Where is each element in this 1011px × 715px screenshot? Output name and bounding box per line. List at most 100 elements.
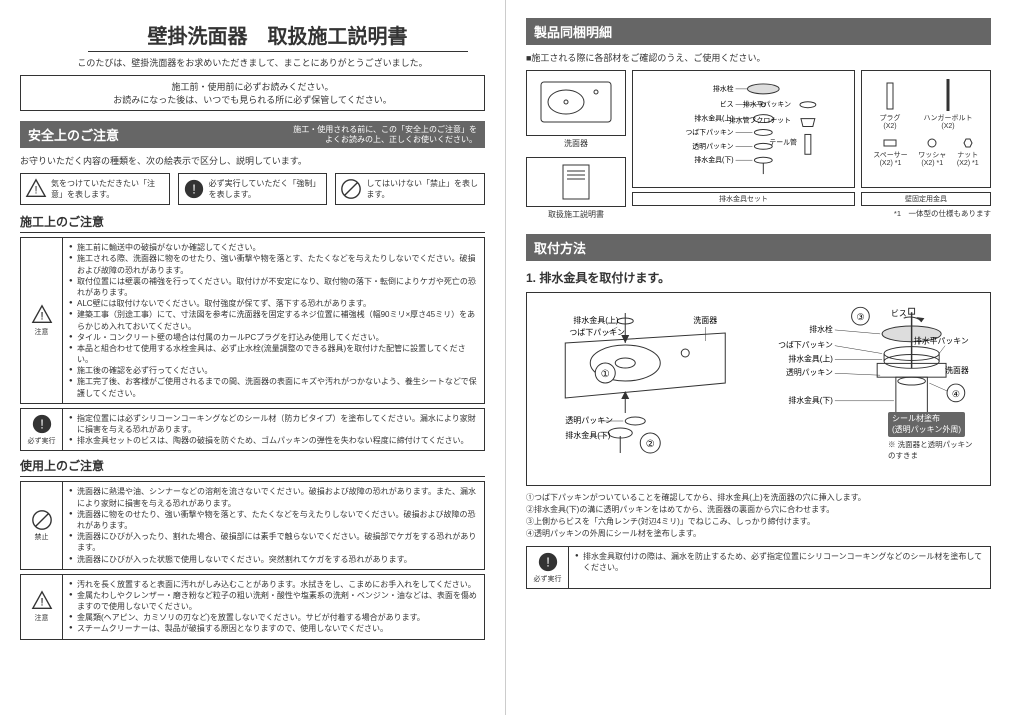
list-item: 金属たわしやクレンザー・磨き粉など粒子の粗い洗剤・酸性や塩素系の洗剤・ベンジン・… <box>69 590 478 612</box>
spacer-part: スペーサー (X2) *1 <box>873 138 907 167</box>
svg-text:排水管フクロナット: 排水管フクロナット <box>729 116 791 125</box>
svg-text:排水平パッキン: 排水平パッキン <box>743 100 791 109</box>
basin-box <box>526 70 626 136</box>
mandatory-label: 必ず実行 <box>534 574 562 584</box>
mandatory-icon-cell: ! 必ず実行 <box>527 547 569 588</box>
mandatory-circle-icon: ! <box>31 413 53 435</box>
manual-icon <box>561 163 591 201</box>
mandatory-symbol-text: 必ず実行していただく「強制」を表します。 <box>209 178 323 200</box>
diagram-left: 洗面器 排水金具(上) つば下パッキン ① 透明パッキン 排水金具(下) <box>537 303 754 475</box>
seal-label: シール材塗布 (透明パッキン外周) <box>888 412 965 437</box>
prohibit-circle-icon <box>31 509 53 531</box>
plug-icon <box>884 81 896 111</box>
svg-text:排水金具(上): 排水金具(上) <box>788 353 833 363</box>
list-item: 施工後の確認を必ず行ってください。 <box>69 365 478 376</box>
method-diagram: 洗面器 排水金具(上) つば下パッキン ① 透明パッキン 排水金具(下) <box>526 292 991 486</box>
list-item: 汚れを長く放置すると表面に汚れがしみ込むことがあります。水拭きをし、こまめにお手… <box>69 579 478 590</box>
manual-label: 取扱施工説明書 <box>526 209 626 220</box>
wall-note: *1 一体型の仕様もあります <box>861 208 991 219</box>
caution-symbol-text: 気をつけていただきたい「注意」を表します。 <box>51 178 165 200</box>
svg-text:排水平パッキン: 排水平パッキン <box>913 336 968 346</box>
list-item: 施工される際、洗面器に物をのせたり、強い衝撃や物を落とす、たたくなどを与えたりし… <box>69 253 478 275</box>
caution-icon-cell: ! 注意 <box>21 575 63 639</box>
svg-text:!: ! <box>192 182 196 197</box>
list-item: 洗面器にひびが入ったり、割れた場合、破損部には素手で触らないでください。破損部で… <box>69 531 478 553</box>
prohibit-circle-icon <box>340 178 362 200</box>
svg-text:透明パッキン: 透明パッキン <box>565 416 613 425</box>
parts-area: 洗面器 取扱施工説明書 排水栓 ビス 排水平パッキン 排水金具(上) <box>526 70 991 220</box>
list-item: 排水金具セットのビスは、陶器の破損を防ぐため、ゴムパッキンの弾性を失わない程度に… <box>69 435 478 446</box>
parts-col-1: 洗面器 取扱施工説明書 <box>526 70 626 220</box>
construction-caution-list: 施工前に輸送中の破損がないか確認してください。 施工される際、洗面器に物をのせた… <box>63 238 484 403</box>
svg-text:透明パッキン: 透明パッキン <box>692 142 733 150</box>
caution-triangle-icon: ! <box>31 590 53 612</box>
method-header-text: 取付方法 <box>534 238 586 257</box>
list-item: 本品と組合わせて使用する水栓金具は、必ず止水栓(流量調整のできる器具)を取付けた… <box>69 343 478 365</box>
safety-section-header: 安全上のご注意 施工・使用される前に、この「安全上のご注意」を よくお読みの上、… <box>20 121 485 148</box>
nut-icon <box>961 138 975 148</box>
construction-mandatory-row: ! 必ず実行 指定位置には必ずシリコーンコーキングなどのシール材（防カビタイプ）… <box>20 408 485 452</box>
construction-mandatory-list: 指定位置には必ずシリコーンコーキングなどのシール材（防カビタイプ）を塗布してくだ… <box>63 409 484 451</box>
svg-text:つば下パッキン: つば下パッキン <box>778 341 833 350</box>
safety-header-text: 安全上のご注意 <box>28 125 119 144</box>
parts-col-2: 排水栓 ビス 排水平パッキン 排水金具(上) 排水管フクロナット つば下パッキン <box>632 70 855 220</box>
svg-text:!: ! <box>40 311 43 323</box>
method-section-header: 取付方法 <box>526 234 991 261</box>
washer-part: ワッシャ (X2) *1 <box>918 138 946 167</box>
svg-text:排水金具(上): 排水金具(上) <box>694 114 733 123</box>
method-mandatory-list: 排水金具取付けの際は、漏水を防止するため、必ず指定位置にシリコーンコーキングなど… <box>569 547 990 588</box>
document-title: 壁掛洗面器 取扱施工説明書 <box>88 18 468 52</box>
readbox-line1: 施工前・使用前に必ずお読みください。 <box>25 80 480 93</box>
svg-text:テール管: テール管 <box>769 137 797 146</box>
svg-text:ビス: ビス <box>890 309 906 318</box>
svg-text:つば下パッキン: つば下パッキン <box>569 328 625 337</box>
method-steps: ①つば下パッキンがついていることを確認してから、排水金具(上)を洗面器の穴に挿入… <box>526 492 991 540</box>
parts-section-header: 製品同梱明細 <box>526 18 991 45</box>
spacer-icon <box>882 138 898 148</box>
basin-icon <box>536 77 616 127</box>
step-line: ④透明パッキンの外周にシール材を塗布します。 <box>526 528 991 540</box>
list-item: 洗面器に熱湯や油、シンナーなどの溶剤を流さないでください。破損および故障の恐れが… <box>69 486 478 508</box>
mandatory-label: 必ず実行 <box>28 436 56 446</box>
construction-subsection: 施工上のご注意 <box>20 213 485 233</box>
svg-text:排水金具(上): 排水金具(上) <box>573 315 619 325</box>
svg-text:①: ① <box>601 369 610 380</box>
parts-header-text: 製品同梱明細 <box>534 22 612 41</box>
svg-text:④: ④ <box>951 389 959 399</box>
svg-text:ビス: ビス <box>720 100 734 109</box>
wall-parts-box: プラグ (X2) ハンガーボルト (X2) スペーサー (X2) *1 <box>861 70 991 188</box>
readbox-line2: お読みになった後は、いつでも見られる所に必ず保管してください。 <box>25 93 480 106</box>
usage-prohibit-list: 洗面器に熱湯や油、シンナーなどの溶剤を流さないでください。破損および故障の恐れが… <box>63 482 484 568</box>
seal-label-group: シール材塗布 (透明パッキン外周) ※ 洗面器と透明パッキンのすきま <box>888 412 978 461</box>
list-item: ALC壁には取付けないでください。取付強度が保てず、落下する恐れがあります。 <box>69 298 478 309</box>
nut-part: ナット (X2) *1 <box>957 138 979 167</box>
list-item: 金属類(ヘアピン、カミソリの刃など)を放置しないでください。サビが付着する場合が… <box>69 612 478 623</box>
caution-icon-cell: ! 注意 <box>21 238 63 403</box>
caution-symbol-box: ! 気をつけていただきたい「注意」を表します。 <box>20 173 170 205</box>
manual-box <box>526 157 626 207</box>
basin-label: 洗面器 <box>526 138 626 149</box>
svg-text:②: ② <box>646 439 655 450</box>
step-line: ①つば下パッキンがついていることを確認してから、排水金具(上)を洗面器の穴に挿入… <box>526 492 991 504</box>
list-item: 洗面器に物をのせたり、強い衝撃や物を落とす、たたくなどを与えたりしないでください… <box>69 509 478 531</box>
list-item: スチームクリーナーは、製品が破損する原因となりますので、使用しないでください。 <box>69 623 478 634</box>
method-mandatory-row: ! 必ず実行 排水金具取付けの際は、漏水を防止するため、必ず指定位置にシリコーン… <box>526 546 991 589</box>
usage-caution-row: ! 注意 汚れを長く放置すると表面に汚れがしみ込むことがあります。水拭きをし、こ… <box>20 574 485 640</box>
list-item: 施工前に輸送中の破損がないか確認してください。 <box>69 242 478 253</box>
svg-text:③: ③ <box>856 312 864 322</box>
usage-subsection: 使用上のご注意 <box>20 457 485 477</box>
svg-text:!: ! <box>40 597 43 609</box>
prohibit-label: 禁止 <box>35 532 49 542</box>
svg-text:洗面器: 洗面器 <box>693 315 717 325</box>
symbol-row: ! 気をつけていただきたい「注意」を表します。 ! 必ず実行していただく「強制」… <box>20 173 485 205</box>
list-item: タイル・コンクリート壁の場合は付属のカールPCプラグを打込み使用してください。 <box>69 332 478 343</box>
left-page: 壁掛洗面器 取扱施工説明書 このたびは、壁掛洗面器をお求めいただきまして、まこと… <box>0 0 506 715</box>
usage-caution-list: 汚れを長く放置すると表面に汚れがしみ込むことがあります。水拭きをし、こまめにお手… <box>63 575 484 639</box>
svg-text:排水金具(下): 排水金具(下) <box>694 155 733 164</box>
prohibit-icon-cell: 禁止 <box>21 482 63 568</box>
diagram-right: 排水栓 つば下パッキン 排水金具(上) 透明パッキン 排水金具(下) 排水平パッ… <box>764 303 981 475</box>
mandatory-circle-icon: ! <box>537 551 559 573</box>
bolt-part: ハンガーボルト (X2) <box>924 79 973 130</box>
step-line: ②排水金具(下)の溝に透明パッキンをはめてから、洗面器の裏面から穴に合わせます。 <box>526 504 991 516</box>
symbol-intro: お守りいただく内容の種類を、次の絵表示で区分し、説明しています。 <box>20 154 485 167</box>
